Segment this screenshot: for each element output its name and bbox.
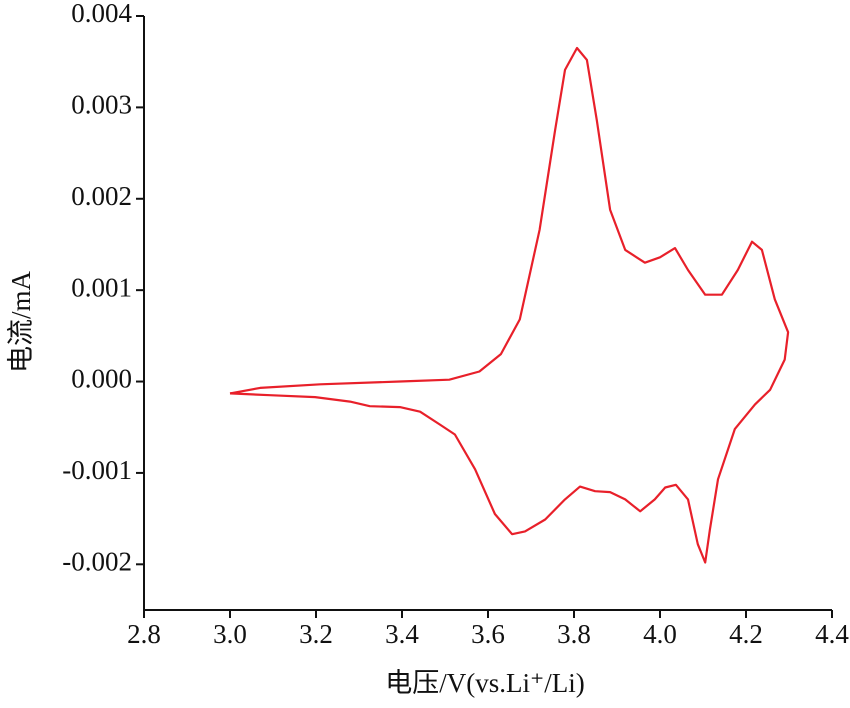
x-tick-label: 3.0 — [213, 619, 247, 649]
x-tick-label: 3.4 — [385, 619, 419, 649]
x-tick-label: 4.4 — [815, 619, 849, 649]
y-tick-label: 0.004 — [71, 0, 132, 28]
x-tick-label: 3.2 — [299, 619, 333, 649]
x-axis-label: 电压/V(vs.Li⁺/Li) — [385, 668, 584, 698]
y-tick-label: 0.001 — [71, 272, 132, 302]
x-tick-label: 3.8 — [557, 619, 591, 649]
y-tick-label: 0.002 — [71, 181, 132, 211]
y-tick-label: -0.001 — [62, 455, 132, 485]
y-tick-label: 0.000 — [71, 364, 132, 394]
x-tick-label: 4.2 — [729, 619, 763, 649]
cv-curve — [229, 46, 790, 564]
x-tick-label: 2.8 — [127, 619, 161, 649]
y-tick-label: -0.002 — [62, 547, 132, 577]
x-tick-label: 4.0 — [643, 619, 677, 649]
y-axis-label: 电流/mA — [6, 271, 36, 374]
x-tick-label: 3.6 — [471, 619, 505, 649]
y-tick-label: 0.003 — [71, 90, 132, 120]
